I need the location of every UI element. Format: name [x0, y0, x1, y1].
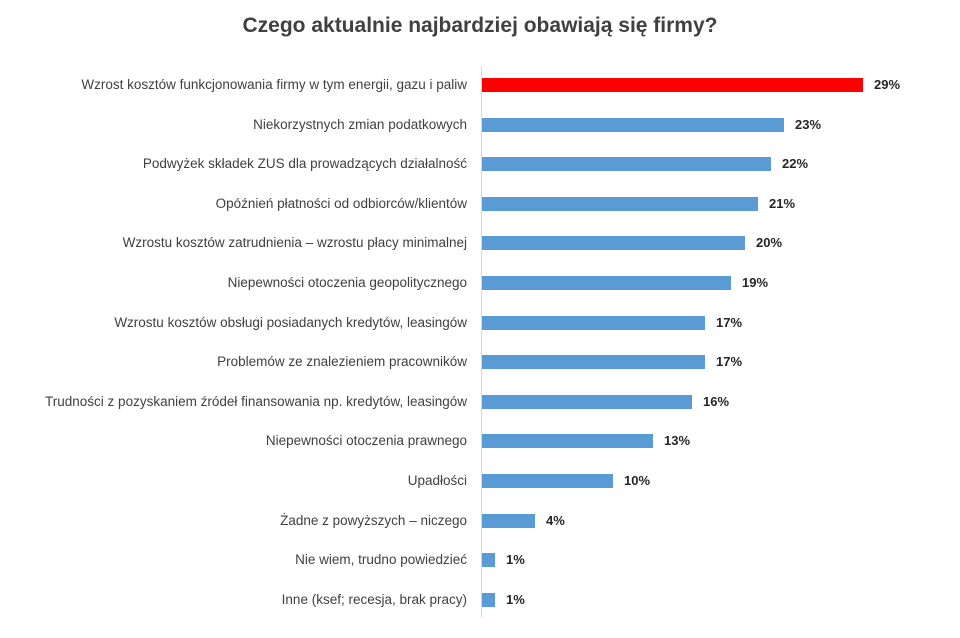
bar-row: Wzrostu kosztów obsługi posiadanych kred… — [0, 315, 960, 331]
bar-row: Niekorzystnych zmian podatkowych 23% — [0, 117, 960, 133]
category-label: Nie wiem, trudno powiedzieć — [295, 552, 467, 568]
bar — [482, 474, 613, 488]
value-label: 29% — [874, 77, 901, 92]
bar-row: Podwyżek składek ZUS dla prowadzących dz… — [0, 156, 960, 172]
bar-row: Upadłości 10% — [0, 473, 960, 489]
bar — [482, 355, 705, 370]
category-label: Problemów ze znalezieniem pracowników — [217, 354, 467, 370]
bar-row: Niepewności otoczenia geopolitycznego 19% — [0, 275, 960, 291]
category-label: Wzrostu kosztów obsługi posiadanych kred… — [114, 314, 467, 330]
value-label: 13% — [664, 433, 691, 449]
bar-row: Wzrostu kosztów zatrudnienia – wzrostu p… — [0, 235, 960, 251]
category-label: Opóźnień płatności od odbiorców/klientów — [215, 195, 467, 211]
value-label: 23% — [795, 116, 822, 132]
value-label: 21% — [769, 195, 796, 211]
value-label: 16% — [703, 393, 730, 409]
category-label: Wzrost kosztów funkcjonowania firmy w ty… — [81, 77, 467, 92]
value-label: 10% — [624, 473, 651, 488]
bar — [482, 513, 535, 528]
bar — [482, 157, 771, 172]
category-label: Niepewności otoczenia prawnego — [265, 433, 467, 449]
bar-row: Niepewności otoczenia prawnego 13% — [0, 433, 960, 449]
category-label: Inne (ksef; recesja, brak pracy) — [281, 591, 467, 607]
category-label: Niepewności otoczenia geopolitycznego — [227, 275, 467, 290]
bar — [482, 434, 653, 449]
bar-row: Żadne z powyższych – niczego 4% — [0, 513, 960, 529]
bar-row: Trudności z pozyskaniem źródeł finansowa… — [0, 394, 960, 410]
bar — [482, 236, 745, 251]
category-axis-line — [481, 66, 482, 618]
bar-row: Problemów ze znalezieniem pracowników 17% — [0, 354, 960, 370]
value-label: 22% — [782, 156, 809, 172]
bar — [482, 117, 784, 132]
bar — [482, 553, 495, 568]
bar — [482, 315, 705, 330]
bar-row: Wzrost kosztów funkcjonowania firmy w ty… — [0, 77, 960, 93]
value-label: 20% — [756, 235, 783, 251]
category-label: Upadłości — [407, 473, 467, 488]
category-label: Trudności z pozyskaniem źródeł finansowa… — [45, 393, 467, 409]
value-label: 1% — [506, 552, 525, 568]
category-label: Podwyżek składek ZUS dla prowadzących dz… — [142, 156, 467, 172]
bar — [482, 196, 758, 211]
bar-row: Inne (ksef; recesja, brak pracy) 1% — [0, 592, 960, 608]
bar — [482, 592, 495, 607]
chart-title: Czego aktualnie najbardziej obawiają się… — [242, 14, 718, 37]
bar-row: Opóźnień płatności od odbiorców/klientów… — [0, 196, 960, 212]
bar — [482, 78, 863, 92]
value-label: 4% — [546, 512, 565, 528]
bar-row: Nie wiem, trudno powiedzieć 1% — [0, 552, 960, 568]
value-label: 17% — [716, 354, 743, 370]
category-label: Wzrostu kosztów zatrudnienia – wzrostu p… — [122, 235, 467, 251]
bar — [482, 276, 731, 290]
value-label: 19% — [742, 275, 769, 290]
category-label: Żadne z powyższych – niczego — [280, 512, 467, 528]
category-label: Niekorzystnych zmian podatkowych — [253, 116, 467, 132]
value-label: 1% — [506, 591, 525, 607]
bar — [482, 394, 692, 409]
value-label: 17% — [716, 314, 743, 330]
